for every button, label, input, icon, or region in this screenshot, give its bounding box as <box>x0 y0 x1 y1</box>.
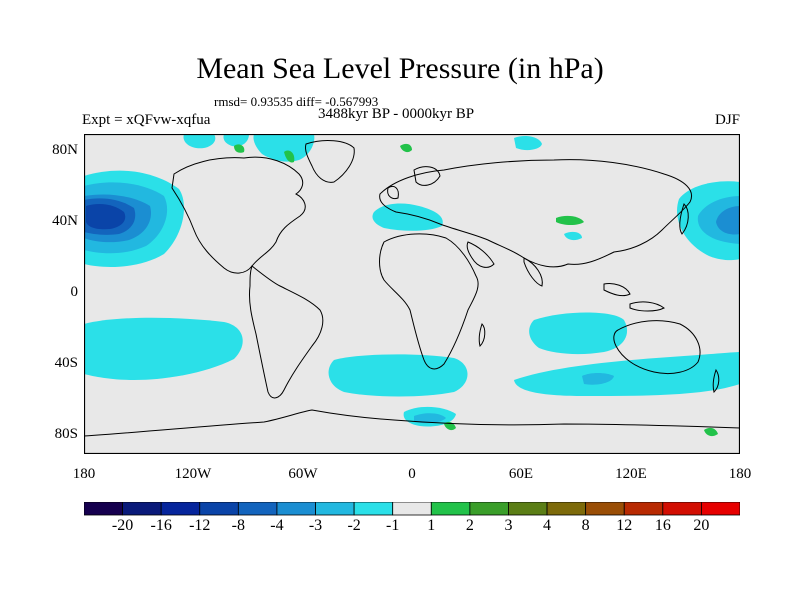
season-label: DJF <box>714 112 740 128</box>
anomaly-central-asia <box>556 215 584 225</box>
x-tick-label: 180 <box>72 466 96 482</box>
colorbar-box <box>160 502 201 516</box>
period-label: 3488kyr BP - 0000kyr BP <box>318 106 475 122</box>
colorbar-box <box>199 502 239 516</box>
x-tick-label: 180 <box>728 466 752 482</box>
colorbar-label: -20 <box>111 517 134 534</box>
colorbar <box>84 502 740 516</box>
colorbar-label: -3 <box>308 517 323 534</box>
colorbar-box <box>315 502 355 516</box>
anomaly-southern-ocean-east <box>514 352 740 396</box>
colorbar-label: -1 <box>386 517 400 534</box>
map-frame <box>84 134 740 454</box>
x-tick-label: 60E <box>508 466 534 482</box>
anomaly-arctic <box>253 134 315 162</box>
y-tick-label: 40N <box>52 213 78 229</box>
colorbar-box <box>701 502 740 516</box>
anomaly-indian-ocean <box>529 312 628 355</box>
coast-greenland <box>305 140 355 183</box>
anomaly-north-atlantic <box>372 203 443 231</box>
colorbar-label: -4 <box>270 517 284 534</box>
colorbar-box <box>84 502 123 516</box>
colorbar-box <box>237 502 278 516</box>
colorbar-box <box>276 502 316 516</box>
anomaly-south-atlantic <box>328 354 468 397</box>
colorbar-label: -12 <box>189 517 211 534</box>
coast-australia <box>613 320 701 375</box>
y-tick-label: 80S <box>54 426 78 442</box>
colorbar-box <box>546 502 587 516</box>
coast-eurasia <box>379 159 692 268</box>
colorbar-box <box>469 502 509 516</box>
coast-north-america <box>171 156 306 274</box>
colorbar-label: 4 <box>543 517 552 534</box>
colorbar-label: -16 <box>150 517 172 534</box>
x-tick-label: 120W <box>174 466 212 482</box>
colorbar-label: -8 <box>231 517 246 534</box>
colorbar-label: 3 <box>504 517 513 534</box>
x-tick-label: 0 <box>408 466 416 482</box>
colorbar-box <box>392 502 432 516</box>
colorbar-label: 2 <box>465 517 474 534</box>
x-tick-label: 120E <box>615 466 647 482</box>
colorbar-box <box>430 502 471 516</box>
anomaly-south-pacific <box>84 317 243 380</box>
map-background <box>84 134 740 454</box>
coastlines <box>84 140 740 437</box>
x-tick-label: 60W <box>288 466 318 482</box>
colorbar-box <box>508 502 548 516</box>
colorbar-label: 1 <box>427 517 436 534</box>
colorbar-label: 12 <box>616 517 633 534</box>
colorbar-label: 8 <box>581 517 590 534</box>
colorbar-box <box>353 502 394 516</box>
y-tick-label: 80N <box>52 142 78 158</box>
colorbar-box <box>585 502 625 516</box>
colorbar-box <box>122 502 162 516</box>
stats-line: rmsd= 0.93535 diff= -0.567993 <box>214 94 379 109</box>
colorbar-box <box>623 502 664 516</box>
colorbar-box <box>662 502 702 516</box>
colorbar-label: -2 <box>347 517 361 534</box>
coast-south-america <box>249 265 324 399</box>
colorbar-label: 20 <box>693 517 710 534</box>
anomaly-fields <box>84 134 740 437</box>
coast-antarctica <box>84 409 740 437</box>
map-panel <box>84 134 740 454</box>
coast-africa <box>379 233 479 370</box>
colorbar-label: 16 <box>654 517 671 534</box>
experiment-label: Expt = xQFvw-xqfua <box>82 112 211 128</box>
map-title: Mean Sea Level Pressure (in hPa) <box>196 52 604 85</box>
y-tick-label: 40S <box>54 355 78 371</box>
y-tick-label: 0 <box>70 284 79 300</box>
